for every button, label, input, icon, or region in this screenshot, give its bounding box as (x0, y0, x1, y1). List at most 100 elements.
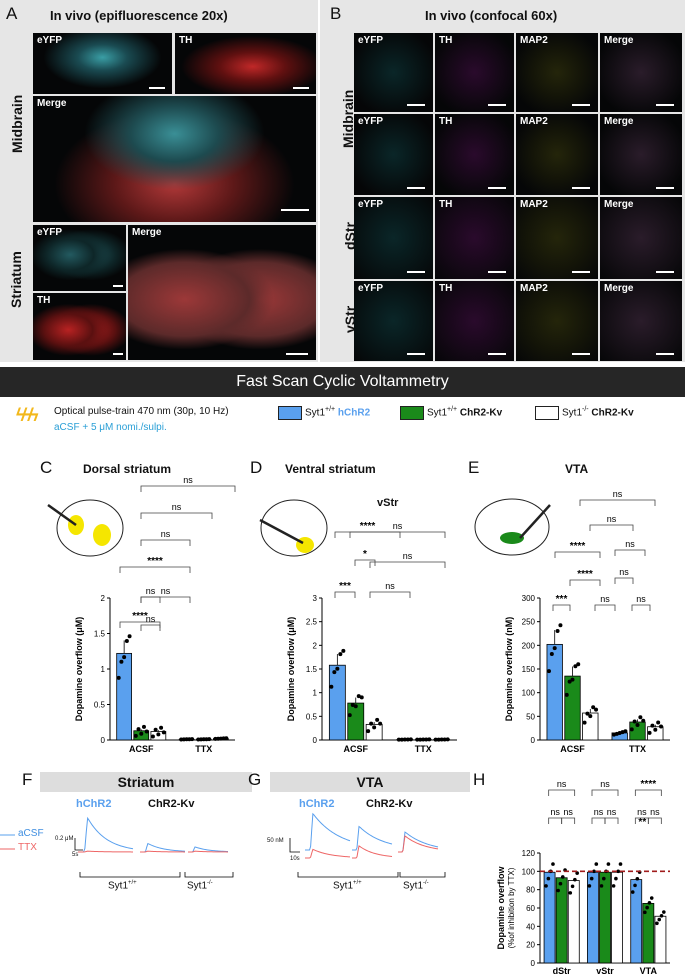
data-point (641, 718, 646, 723)
scale-bar (74, 838, 83, 851)
bar (347, 702, 365, 741)
data-point (549, 651, 554, 656)
significance-bracket (604, 817, 619, 824)
data-point (224, 736, 229, 741)
significance-label: **** (641, 779, 657, 790)
electrode (259, 518, 304, 545)
image-b-th-2: TH (435, 197, 514, 279)
data-point (585, 711, 590, 716)
data-point (421, 737, 426, 742)
legend-stim: Optical pulse-train 470 nm (30p, 10 Hz) (54, 406, 229, 417)
significance-bracket (140, 596, 161, 603)
data-point (568, 891, 573, 895)
significance-label: **** (147, 556, 163, 567)
image-b-merge-0: Merge (600, 33, 682, 112)
data-point (442, 737, 447, 742)
data-point (159, 725, 164, 730)
data-point (341, 648, 346, 653)
data-point (647, 901, 652, 905)
data-point (647, 730, 652, 735)
data-point (591, 705, 596, 710)
y-tick-label: 250 (522, 618, 536, 627)
significance-label: ns (172, 502, 182, 512)
tile-label: eYFP (37, 35, 63, 46)
data-point (144, 729, 149, 734)
tile-label: TH (439, 283, 453, 294)
panel-f-scale-x: 5s (72, 852, 79, 858)
significance-label: ns (600, 594, 610, 604)
data-point (150, 734, 155, 739)
data-point (555, 629, 560, 634)
data-point (614, 876, 618, 881)
image-b-map2-2: MAP2 (516, 197, 598, 279)
x-tick-label: dStr (553, 966, 571, 976)
data-point (558, 623, 563, 628)
scale-bar (289, 838, 300, 853)
data-point (161, 730, 166, 735)
significance-bracket (614, 549, 646, 556)
data-point (207, 737, 212, 742)
data-point (573, 664, 578, 669)
y-tick-label: 100 (522, 689, 536, 698)
legend-drug: aCSF + 5 μM nomi./sulpi. (54, 422, 167, 433)
significance-bracket (561, 817, 576, 824)
bar (116, 652, 132, 741)
data-point (655, 921, 659, 926)
significance-label: ns (557, 779, 567, 789)
y-axis-label: Dopamine overflow (nM) (504, 617, 514, 722)
data-point (558, 881, 563, 886)
data-point (657, 917, 662, 922)
data-point (635, 876, 640, 881)
data-point (353, 704, 358, 709)
data-point (564, 692, 569, 697)
data-point (632, 719, 637, 724)
image-a-striatum-th: TH (33, 293, 126, 360)
panel-d-letter: D (250, 458, 263, 477)
significance-label: ns (607, 807, 617, 817)
ttx-trace (78, 850, 134, 853)
data-point (616, 869, 620, 874)
image-b-th-1: TH (435, 114, 514, 195)
data-point (402, 737, 407, 742)
image-b-eyfp-0: eYFP (354, 33, 433, 112)
y-tick-label: 200 (522, 641, 536, 650)
data-point (589, 876, 594, 881)
data-point (127, 634, 132, 639)
data-point (415, 737, 420, 742)
panel-e-letter: E (468, 458, 480, 477)
panel-g-geno-ko: Syt1-/- (403, 880, 429, 892)
legend-chr2kv: Syt1+/+ ChR2-Kv (427, 406, 503, 419)
y-tick-label: 1 (313, 689, 318, 698)
significance-label: ns (183, 475, 193, 485)
data-point (124, 639, 129, 644)
data-point (369, 721, 374, 726)
data-point (638, 715, 643, 720)
panel-g-hchr2: hChR2 (299, 798, 335, 810)
panel-g-scale-y: 50 nM (267, 838, 284, 844)
y-tick-label: 0.5 (94, 701, 106, 710)
data-point (582, 720, 587, 725)
data-point (133, 733, 138, 738)
legend-swatch-hchr2 (278, 406, 302, 420)
significance-bracket (589, 524, 634, 531)
image-a-merge: Merge (33, 96, 316, 222)
tile-label: TH (439, 116, 453, 127)
tile-label: TH (179, 35, 193, 46)
data-point (570, 884, 575, 889)
data-point (153, 727, 158, 732)
tile-label: eYFP (358, 199, 384, 210)
y-tick-label: 50 (526, 712, 535, 721)
y-axis-label: Dopamine overflow (μM) (74, 617, 84, 722)
data-point (567, 679, 572, 684)
data-point (575, 871, 579, 875)
ttx-trace (352, 845, 393, 859)
panel-c-letter: C (40, 458, 53, 477)
y-tick-label: 300 (522, 594, 536, 603)
significance-label: ns (161, 529, 171, 539)
data-point (433, 737, 438, 742)
image-b-eyfp-3: eYFP (354, 281, 433, 361)
y-tick-label: 0 (531, 959, 536, 968)
data-point (643, 910, 647, 915)
x-tick-label: ACSF (129, 744, 154, 754)
data-point (576, 662, 581, 667)
